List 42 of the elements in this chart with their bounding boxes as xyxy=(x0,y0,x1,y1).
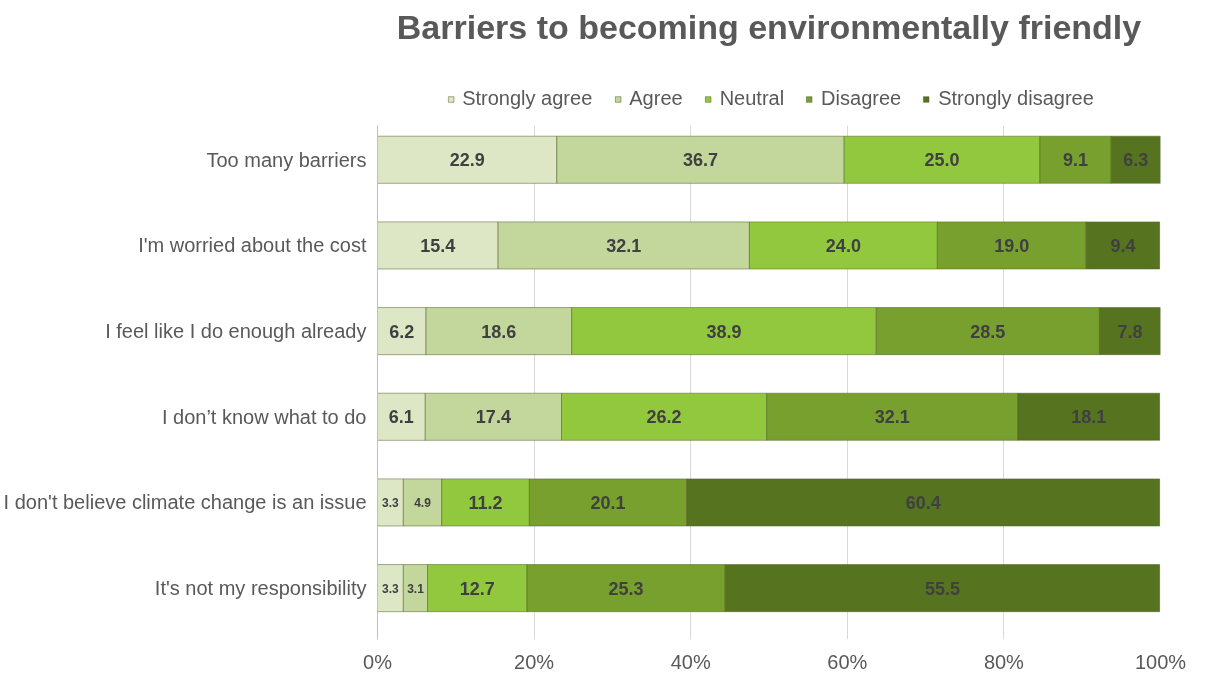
data-label: 25.0 xyxy=(924,150,960,171)
data-label: 19.0 xyxy=(994,235,1030,256)
y-tick-label: I'm worried about the cost xyxy=(138,234,367,257)
legend-label: Strongly agree xyxy=(462,87,593,110)
data-label: 18.6 xyxy=(481,321,517,342)
data-label: 24.0 xyxy=(825,235,861,256)
data-label: 20.1 xyxy=(590,492,626,513)
data-label: 11.2 xyxy=(468,492,503,513)
data-label: 6.2 xyxy=(389,321,415,342)
x-tick-label: 20% xyxy=(514,650,555,673)
data-label: 36.7 xyxy=(682,150,719,171)
data-label: 28.5 xyxy=(970,321,1006,342)
chart-title: Barriers to becoming environmentally friendly xyxy=(396,7,1142,46)
data-label: 38.9 xyxy=(706,321,742,342)
data-label: 9.1 xyxy=(1063,150,1089,171)
data-label: 6.1 xyxy=(388,407,414,428)
y-tick-label: I don’t know what to do xyxy=(161,405,367,428)
data-label: 17.4 xyxy=(475,407,511,428)
data-label: 26.2 xyxy=(646,407,682,428)
x-tick-label: 100% xyxy=(1134,650,1187,673)
data-label: 12.7 xyxy=(459,578,495,599)
y-tick-label: I feel like I do enough already xyxy=(105,320,367,343)
x-tick-label: 0% xyxy=(363,650,393,673)
data-label: 3.3 xyxy=(382,581,400,596)
legend-label: Agree xyxy=(629,87,683,110)
y-tick-label: Too many barriers xyxy=(206,148,367,171)
y-tick-label: It's not my responsibility xyxy=(154,577,367,600)
data-label: 4.9 xyxy=(414,495,432,510)
data-label: 3.3 xyxy=(382,495,400,510)
legend-label: Neutral xyxy=(719,87,785,110)
data-label: 15.4 xyxy=(420,235,456,256)
data-label: 32.1 xyxy=(606,235,642,256)
data-label: 25.3 xyxy=(608,578,644,599)
x-tick-label: 60% xyxy=(827,650,868,673)
x-tick-label: 40% xyxy=(670,650,711,673)
y-tick-label: I don't believe climate change is an issue xyxy=(3,491,367,514)
data-label: 22.9 xyxy=(449,150,485,171)
data-label: 3.1 xyxy=(407,581,425,596)
data-label: 32.1 xyxy=(874,407,910,428)
legend-label: Disagree xyxy=(821,87,902,110)
legend-label: Strongly disagree xyxy=(938,87,1094,110)
x-tick-label: 80% xyxy=(983,650,1025,673)
